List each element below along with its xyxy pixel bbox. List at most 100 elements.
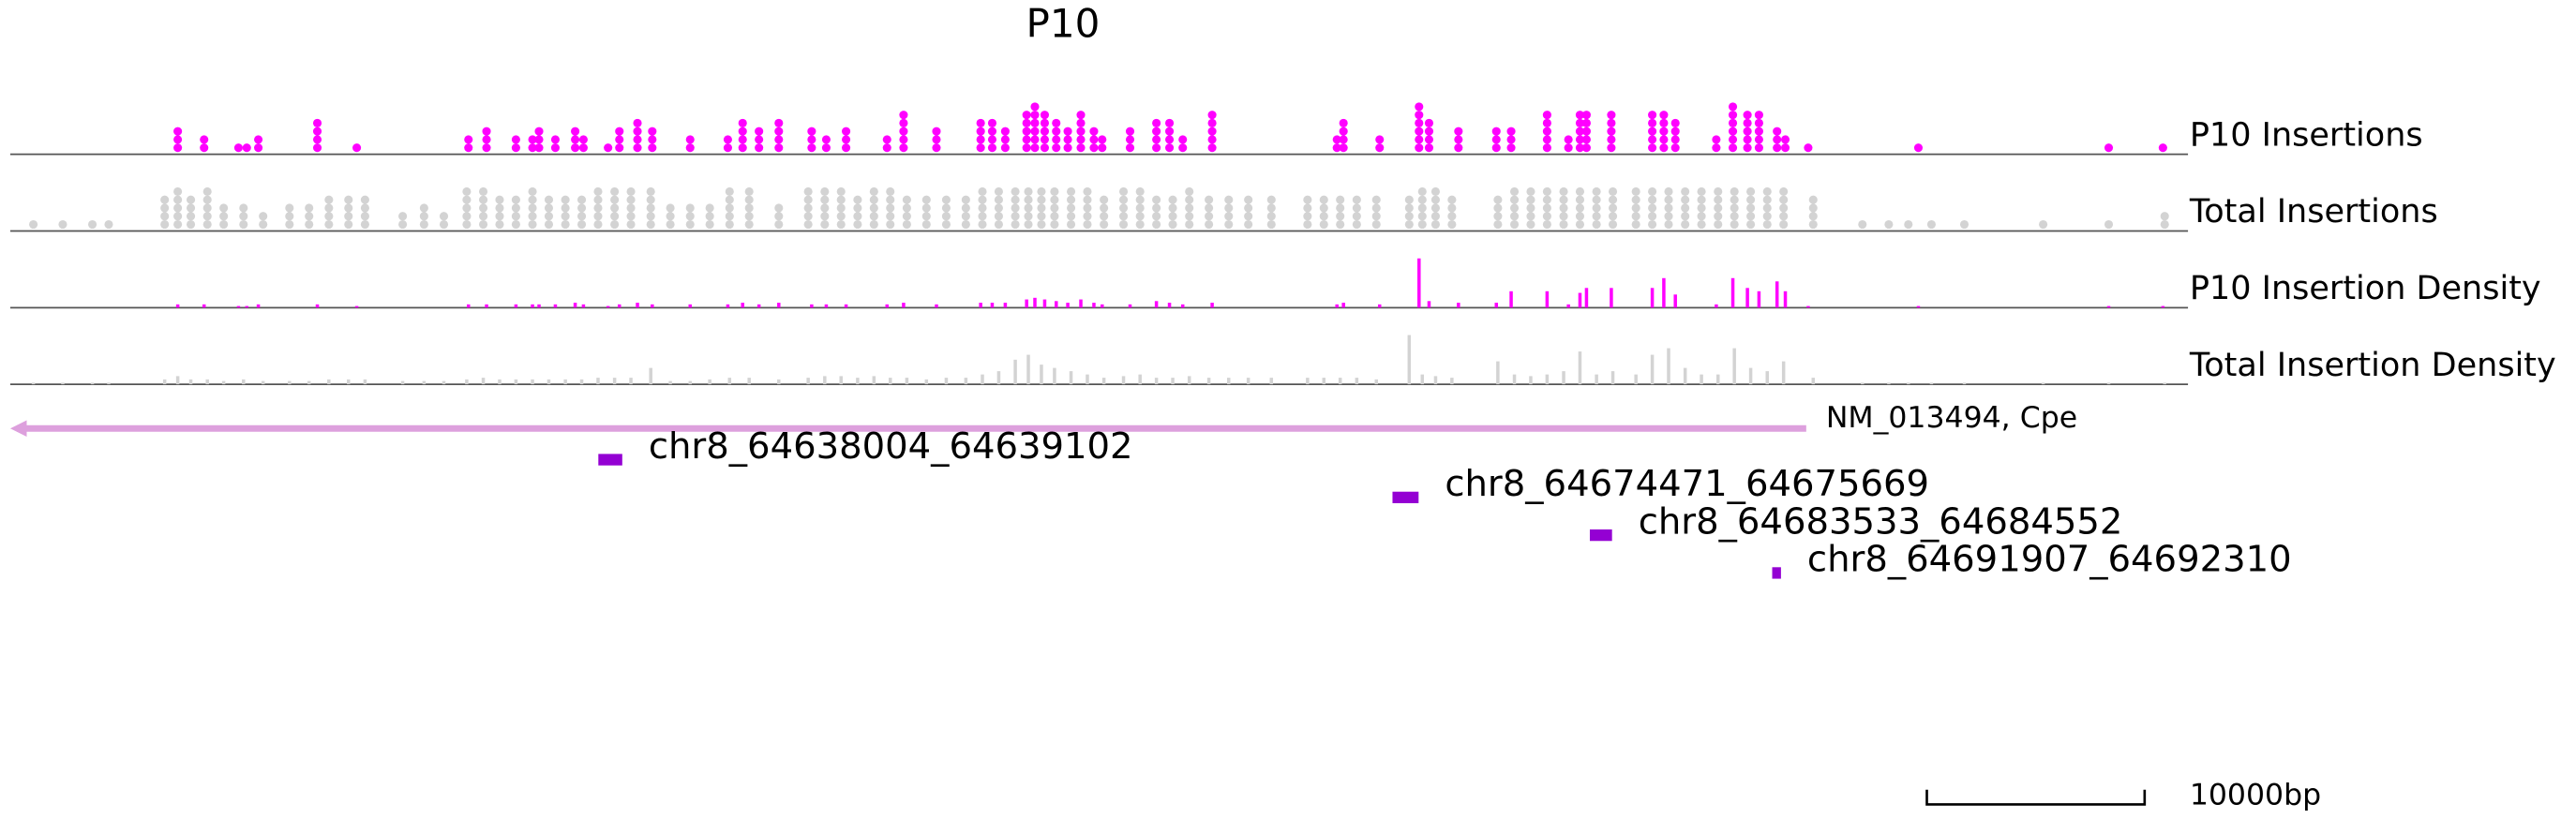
insertion-dot	[744, 195, 754, 204]
insertion-dot	[1205, 195, 1214, 204]
insertion-dot	[2160, 212, 2169, 221]
density-bar	[824, 304, 829, 308]
insertion-dot	[1319, 212, 1328, 221]
insertion-dot	[1454, 135, 1463, 144]
density-bar	[1578, 292, 1582, 308]
density-bar	[1171, 378, 1175, 385]
density-bar	[1715, 304, 1718, 308]
insertion-dot	[803, 212, 813, 221]
density-bar	[514, 379, 518, 385]
insertion-dot	[961, 195, 970, 204]
insertion-dot	[1037, 219, 1046, 230]
insertion-dot	[1024, 186, 1033, 197]
insertion-dot	[1050, 195, 1059, 204]
insertion-dot	[1415, 143, 1424, 153]
density-bar	[514, 304, 518, 308]
insertion-dot	[820, 186, 830, 197]
insertion-dot	[1000, 143, 1010, 153]
density-bar	[1861, 382, 1865, 385]
insertion-dot	[987, 127, 997, 136]
density-bar	[2161, 305, 2165, 308]
insertion-dot	[646, 195, 655, 204]
insertion-dot	[1052, 118, 1061, 127]
scale-bar-label: 10000bp	[2190, 779, 2321, 812]
insertion-dot	[1542, 135, 1551, 144]
insertion-dot	[1037, 195, 1046, 204]
insertion-dot	[899, 118, 908, 127]
density-bar	[256, 304, 261, 308]
density-bar	[1496, 361, 1500, 385]
insertion-dot	[1493, 219, 1503, 230]
insertion-dot	[1728, 135, 1738, 144]
insertion-dot	[1608, 212, 1618, 221]
density-bar	[1210, 303, 1214, 308]
density-bar	[810, 304, 814, 308]
density-bar	[354, 305, 359, 308]
insertion-dot	[666, 219, 675, 230]
insertion-dot	[1526, 212, 1535, 221]
density-bar	[872, 376, 876, 385]
insertion-dot	[1607, 135, 1616, 144]
insertion-dot	[1592, 186, 1601, 197]
insertion-dot	[1244, 195, 1253, 204]
insertion-dot	[160, 219, 170, 230]
insertion-dot	[1697, 203, 1706, 213]
insertion-dot	[1904, 219, 1913, 230]
insertion-dot	[1332, 143, 1341, 153]
insertion-dot	[738, 143, 747, 153]
density-bar	[221, 380, 226, 385]
insertion-dot	[1303, 195, 1312, 204]
density-bar	[1562, 371, 1565, 385]
insertion-dot	[1266, 195, 1276, 204]
insertion-dot	[941, 203, 951, 213]
insertion-dot	[744, 186, 754, 197]
insertion-dot	[1430, 203, 1440, 213]
insertion-dot	[648, 135, 657, 144]
insertion-dot	[1404, 212, 1414, 221]
density-bar	[888, 378, 892, 385]
insertion-dot	[1371, 203, 1381, 213]
insertion-dot	[987, 118, 997, 127]
insertion-dot	[186, 195, 196, 204]
insertion-dot	[344, 203, 353, 213]
insertion-dot	[511, 219, 520, 230]
insertion-dot	[478, 195, 488, 204]
density-bar	[688, 304, 692, 308]
chart-title: P10	[1026, 1, 1101, 47]
insertion-dot	[1083, 212, 1092, 221]
insertion-dot	[1575, 195, 1585, 204]
insertion-dot	[528, 203, 537, 213]
insertion-dot	[462, 195, 472, 204]
density-bar	[31, 382, 36, 385]
insertion-dot	[1224, 195, 1234, 204]
insertion-dot	[1542, 203, 1551, 213]
insertion-dot	[610, 212, 620, 221]
insertion-dot	[254, 135, 263, 144]
insertion-dot	[1754, 143, 1763, 153]
density-bar	[1775, 281, 1779, 308]
density-bar	[612, 378, 617, 385]
insertion-dot	[886, 195, 895, 204]
insertion-dot	[1339, 118, 1348, 127]
insertion-dot	[239, 212, 248, 221]
density-bar	[1025, 299, 1028, 308]
insertion-dot	[202, 186, 212, 197]
density-bar	[617, 304, 622, 308]
density-bar	[649, 367, 652, 385]
insertion-dot	[976, 143, 985, 153]
density-bar	[1578, 351, 1582, 385]
insertion-dot	[1559, 212, 1568, 221]
insertion-dot	[886, 212, 895, 221]
insertion-dot	[921, 195, 931, 204]
insertion-dot	[1024, 195, 1033, 204]
density-bar	[1566, 304, 1570, 308]
insertion-dot	[511, 212, 520, 221]
insertion-dot	[1430, 186, 1440, 197]
insertion-dot	[1332, 135, 1341, 144]
insertion-dot	[528, 186, 537, 197]
insertion-dot	[1100, 219, 1109, 230]
insertion-dot	[1631, 186, 1640, 197]
density-bar	[1745, 288, 1749, 308]
insertion-dot	[1608, 219, 1618, 230]
